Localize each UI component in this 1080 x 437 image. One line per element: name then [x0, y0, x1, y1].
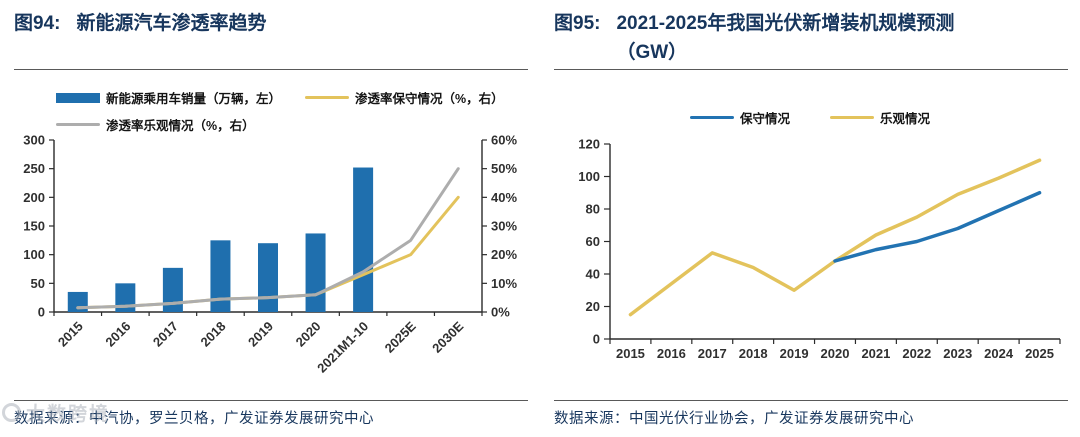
forecast-line: [833, 191, 1042, 263]
legend-label: 渗透率保守情况（%，右）: [355, 92, 504, 106]
x-axis-tick-label: 2025: [1025, 346, 1054, 361]
legend-item: 渗透率保守情况（%，右）: [305, 88, 504, 107]
x-axis-tick-label: 2022: [902, 346, 931, 361]
right-axis-tick-label: 30%: [491, 219, 517, 234]
sales-bar: [258, 243, 278, 312]
right-axis-tick-label: 10%: [491, 276, 517, 291]
left-axis-tick-label: 0: [38, 305, 45, 320]
y-axis-tick-label: 120: [578, 137, 600, 152]
x-axis-tick-label: 2015: [616, 346, 645, 361]
penetration-line: [76, 167, 460, 310]
left-axis-tick-label: 300: [23, 133, 45, 148]
legend-label: 乐观情况: [880, 112, 931, 126]
y-axis-tick-label: 20: [586, 299, 600, 314]
right-axis-tick-label: 0%: [491, 305, 510, 320]
right-axis-tick-label: 50%: [491, 161, 517, 176]
x-axis-tick-label: 2016: [657, 346, 686, 361]
watermark-text: 大数跨境: [26, 404, 111, 425]
figure-95-legend: 保守情况 乐观情况: [554, 108, 1066, 127]
figure-95-title-text: 2021-2025年我国光伏新增装机规模预测（GW）: [616, 13, 955, 63]
sales-bar: [210, 240, 231, 312]
figure-95-chart: 0 20 40 60 80 100 120 2015 2016 2017 2018 2019 2020 2…: [578, 137, 1061, 361]
figure-95-bottom-divider: [554, 400, 1068, 401]
legend-label: 新能源乘用车销量（万辆，左）: [106, 92, 282, 106]
left-axis-tick-label: 100: [23, 247, 45, 262]
sales-bar: [353, 167, 374, 312]
x-axis-tick-label: 2020: [821, 346, 850, 361]
sales-bar: [162, 267, 183, 312]
x-axis-tick-label: 2023: [943, 346, 972, 361]
figure-94-top-divider: [14, 69, 528, 70]
figure-94-label: 图94:: [14, 13, 61, 34]
figure-94-legend: 新能源乘用车销量（万辆，左） 渗透率保守情况（%，右） 渗透率乐观情况（%，右）: [56, 88, 530, 134]
x-axis-tick-label: 2030E: [429, 318, 466, 355]
x-axis-tick-label: 2018: [198, 319, 229, 350]
watermark: 大数跨境: [2, 399, 110, 426]
x-axis-tick-label: 2019: [780, 346, 809, 361]
sales-bar: [305, 233, 326, 312]
left-axis-tick-label: 50: [31, 276, 45, 291]
forecast-line: [628, 158, 1042, 317]
legend-line-swatch-icon: [830, 115, 874, 120]
figure-95-top-divider: [554, 69, 1068, 70]
x-axis-tick-label: 2018: [739, 346, 768, 361]
legend-label: 渗透率乐观情况（%，右）: [106, 119, 255, 133]
figure-95-title: 图95: 2021-2025年我国光伏新增装机规模预测（GW）: [554, 10, 966, 67]
y-axis-tick-label: 60: [586, 234, 600, 249]
legend-bar-swatch-icon: [56, 92, 100, 103]
left-axis-tick-label: 200: [23, 190, 45, 205]
watermark-logo-icon: [2, 403, 21, 422]
left-axis-tick-label: 250: [23, 161, 45, 176]
right-axis-tick-label: 60%: [491, 133, 517, 148]
x-axis-tick-label: 2025E: [382, 318, 419, 355]
figure-94-title-text: 新能源汽车渗透率趋势: [76, 13, 267, 34]
right-axis-tick-label: 20%: [491, 247, 517, 262]
y-axis-tick-label: 100: [578, 169, 600, 184]
figure-94-panel: 图94: 新能源汽车渗透率趋势 新能源乘用车销量（万辆，左） 渗透率保守情况（%，…: [2, 10, 530, 427]
x-axis-tick-label: 2015: [55, 319, 86, 350]
figure-94-chart: 0 50 100 150 200 250 300 0% 10% 20% 30% 40% 50% 60% 20…: [23, 133, 517, 376]
figure-94-title: 图94: 新能源汽车渗透率趋势: [14, 10, 266, 39]
x-axis-tick-label: 2024: [984, 346, 1014, 361]
legend-line-swatch-icon: [305, 95, 350, 100]
legend-line-swatch-icon: [689, 115, 734, 120]
legend-label: 保守情况: [739, 112, 790, 126]
y-axis-tick-label: 0: [593, 332, 600, 347]
legend-item: 渗透率乐观情况（%，右）: [56, 115, 255, 134]
x-axis-tick-label: 2016: [102, 319, 133, 350]
x-axis-tick-label: 2021: [861, 346, 890, 361]
figure-95-source: 数据来源：中国光伏行业协会，广发证券发展研究中心: [554, 411, 914, 427]
y-axis-tick-label: 40: [586, 267, 600, 282]
legend-line-swatch-icon: [56, 122, 100, 127]
legend-item: 保守情况: [689, 108, 790, 127]
x-axis-tick-label: 2021M1-10: [314, 319, 371, 376]
right-axis-tick-label: 40%: [491, 190, 517, 205]
x-axis-tick-label: 2019: [245, 319, 276, 350]
figure-94-source: 数据来源：中汽协，罗兰贝格，广发证券发展研究中心: [14, 411, 374, 427]
legend-item: 乐观情况: [830, 108, 930, 127]
legend-item: 新能源乘用车销量（万辆，左）: [56, 88, 281, 107]
figure-95-panel: 图95: 2021-2025年我国光伏新增装机规模预测（GW） 保守情况 乐观情况…: [540, 0, 1080, 437]
x-axis-tick-label: 2020: [293, 319, 324, 350]
x-axis-tick-label: 2017: [698, 346, 727, 361]
x-axis-tick-label: 2017: [150, 319, 181, 350]
y-axis-tick-label: 80: [586, 202, 600, 217]
figure-94-bottom-divider: [14, 400, 528, 401]
left-axis-tick-label: 150: [23, 219, 45, 234]
figure-95-label: 图95:: [554, 13, 601, 34]
